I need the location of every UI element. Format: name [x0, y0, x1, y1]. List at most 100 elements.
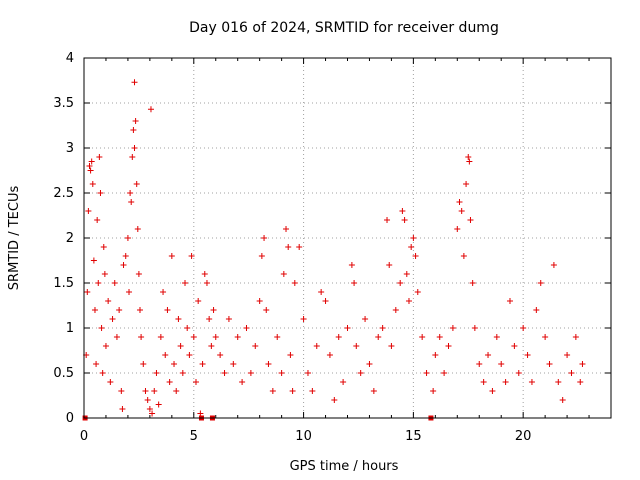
data-point	[97, 190, 104, 196]
data-point	[441, 370, 448, 376]
data-point	[564, 352, 571, 358]
data-point	[269, 388, 276, 394]
data-point	[579, 361, 586, 367]
data-point	[107, 379, 114, 385]
data-point	[480, 379, 487, 385]
data-point	[85, 208, 92, 214]
data-point	[265, 361, 272, 367]
data-point	[386, 262, 393, 268]
data-point	[528, 379, 535, 385]
y-tick-label: 0.5	[53, 366, 74, 381]
data-point	[524, 352, 531, 358]
data-point	[401, 217, 408, 223]
data-point	[122, 253, 129, 259]
data-point	[466, 158, 473, 165]
data-point	[109, 316, 116, 322]
data-point	[126, 289, 133, 295]
data-point	[195, 298, 202, 304]
data-point	[353, 343, 360, 349]
data-point	[493, 334, 500, 340]
data-point	[577, 379, 584, 385]
data-point	[102, 343, 109, 349]
data-point	[118, 388, 125, 394]
data-point	[208, 343, 215, 349]
data-point	[171, 361, 178, 367]
data-point	[568, 370, 575, 376]
data-point	[405, 298, 412, 304]
data-point	[95, 280, 102, 286]
data-point	[212, 334, 219, 340]
data-point	[111, 280, 118, 286]
data-point	[542, 334, 549, 340]
data-point	[555, 379, 562, 385]
data-point	[247, 370, 254, 376]
data-point	[322, 298, 329, 304]
data-point	[313, 343, 320, 349]
data-point	[86, 163, 93, 169]
data-point	[309, 388, 316, 394]
data-point	[449, 325, 456, 331]
data-point	[403, 271, 410, 277]
data-point	[278, 370, 285, 376]
data-point	[357, 370, 364, 376]
data-point	[153, 370, 160, 376]
data-point	[261, 235, 268, 241]
data-point	[133, 181, 140, 187]
data-point	[412, 253, 419, 259]
data-point	[131, 79, 138, 86]
data-point	[460, 253, 467, 259]
data-point	[179, 370, 186, 376]
y-tick-label: 0	[66, 411, 74, 426]
y-tick-label: 1.5	[53, 276, 74, 291]
data-point	[467, 217, 474, 223]
data-point	[256, 298, 263, 304]
data-points	[82, 79, 586, 421]
data-point	[182, 280, 189, 286]
data-point	[90, 257, 97, 264]
data-point	[550, 262, 557, 268]
data-point	[285, 244, 292, 250]
data-point	[88, 158, 95, 165]
data-point	[515, 370, 522, 376]
y-axis-ticks: 0 0.5 1 1.5 2 2.5 3 3.5 4	[53, 51, 611, 426]
data-point	[210, 307, 217, 313]
data-point	[96, 154, 103, 160]
data-point	[99, 370, 106, 376]
data-point	[388, 343, 395, 349]
data-point	[252, 343, 259, 349]
data-point	[456, 199, 463, 205]
data-point	[151, 388, 158, 394]
data-point	[463, 181, 470, 187]
data-point	[128, 199, 135, 205]
data-point	[93, 361, 100, 367]
data-point	[366, 361, 373, 367]
data-point	[142, 388, 149, 394]
data-point	[274, 334, 281, 340]
data-point	[511, 343, 518, 349]
data-point	[537, 280, 544, 286]
data-point	[362, 316, 369, 322]
data-point	[399, 208, 406, 214]
data-point	[100, 244, 107, 250]
y-axis-label: SRMTID / TECUs	[7, 186, 22, 291]
data-point	[280, 271, 287, 277]
data-point	[160, 289, 167, 295]
x-tick-label: 0	[80, 429, 88, 444]
data-point	[201, 271, 208, 277]
data-point	[164, 307, 171, 313]
data-point	[140, 361, 147, 367]
data-point	[101, 271, 108, 277]
data-point	[397, 280, 404, 286]
data-point	[546, 361, 553, 367]
data-point	[184, 325, 191, 331]
data-point	[120, 262, 127, 268]
data-point	[410, 235, 417, 241]
data-point	[572, 334, 579, 340]
data-point	[465, 154, 472, 160]
y-tick-label: 2.5	[53, 186, 74, 201]
data-point	[129, 154, 136, 160]
data-point	[485, 352, 492, 358]
data-point	[335, 334, 342, 340]
plot-frame	[83, 57, 612, 419]
data-point	[291, 280, 298, 286]
